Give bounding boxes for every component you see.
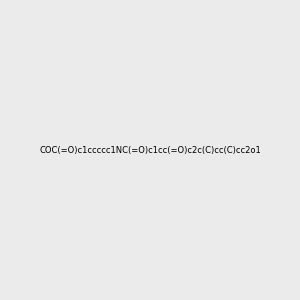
Text: COC(=O)c1ccccc1NC(=O)c1cc(=O)c2c(C)cc(C)cc2o1: COC(=O)c1ccccc1NC(=O)c1cc(=O)c2c(C)cc(C)… — [39, 146, 261, 154]
